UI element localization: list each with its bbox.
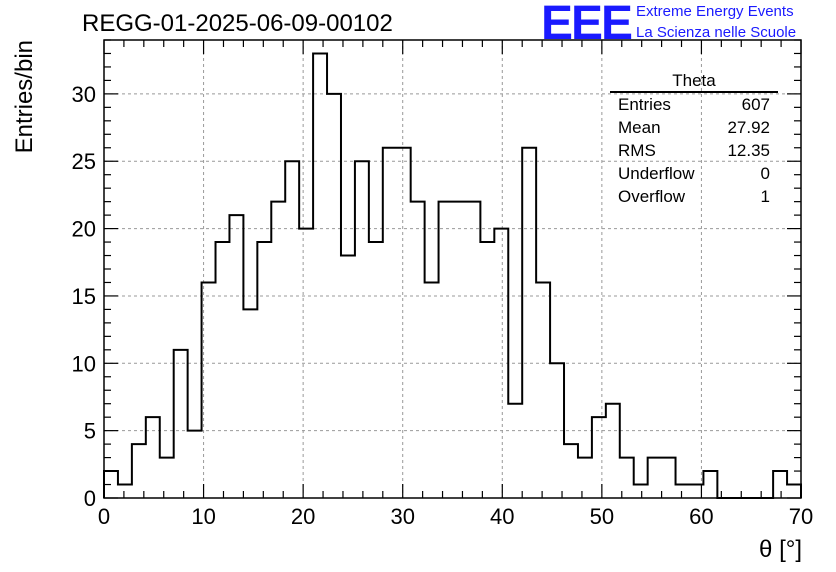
stats-value: 12.35 <box>727 141 770 160</box>
y-tick-label: 30 <box>72 82 96 107</box>
stats-row-overflow: Overflow 1 <box>610 185 778 208</box>
stats-row-mean: Mean 27.92 <box>610 116 778 139</box>
x-tick-label: 50 <box>590 504 614 529</box>
stats-label: Overflow <box>618 187 686 206</box>
y-tick-label: 5 <box>84 419 96 444</box>
stats-row-entries: Entries 607 <box>610 93 778 116</box>
logo-line-2: La Scienza nelle Scuole <box>636 24 797 41</box>
x-tick-label: 70 <box>789 504 813 529</box>
stats-label: Underflow <box>618 164 695 183</box>
y-tick-label: 20 <box>72 217 96 242</box>
x-tick-label: 40 <box>490 504 514 529</box>
stats-row-underflow: Underflow 0 <box>610 162 778 185</box>
y-axis-label: Entries/bin <box>11 40 38 153</box>
stats-value: 27.92 <box>727 118 770 137</box>
x-tick-label: 0 <box>98 504 110 529</box>
y-tick-label: 10 <box>72 351 96 376</box>
stats-box: Theta Entries 607 Mean 27.92 RMS 12.35 U… <box>610 70 778 208</box>
stats-label: RMS <box>618 141 656 160</box>
x-tick-label: 30 <box>390 504 414 529</box>
stats-title: Theta <box>610 70 778 93</box>
stats-value: 0 <box>760 164 770 183</box>
x-tick-label: 10 <box>191 504 215 529</box>
x-axis-label: θ [°] <box>759 536 802 563</box>
histogram-series <box>103 52 802 499</box>
y-tick-label: 15 <box>72 284 96 309</box>
stats-label: Mean <box>618 118 661 137</box>
chart-title: REGG-01-2025-06-09-00102 <box>82 10 393 37</box>
x-tick-label: 60 <box>689 504 713 529</box>
stats-value: 1 <box>760 187 770 206</box>
stats-value: 607 <box>741 95 770 114</box>
stats-row-rms: RMS 12.35 <box>610 139 778 162</box>
stats-label: Entries <box>618 95 671 114</box>
logo-mark: EEE <box>541 0 633 50</box>
logo-line-1: Extreme Energy Events <box>636 3 794 20</box>
x-tick-label: 20 <box>291 504 315 529</box>
eee-logo: EEE Extreme Energy Events La Scienza nel… <box>541 0 831 50</box>
y-tick-label: 25 <box>72 149 96 174</box>
y-tick-label: 0 <box>84 486 96 511</box>
